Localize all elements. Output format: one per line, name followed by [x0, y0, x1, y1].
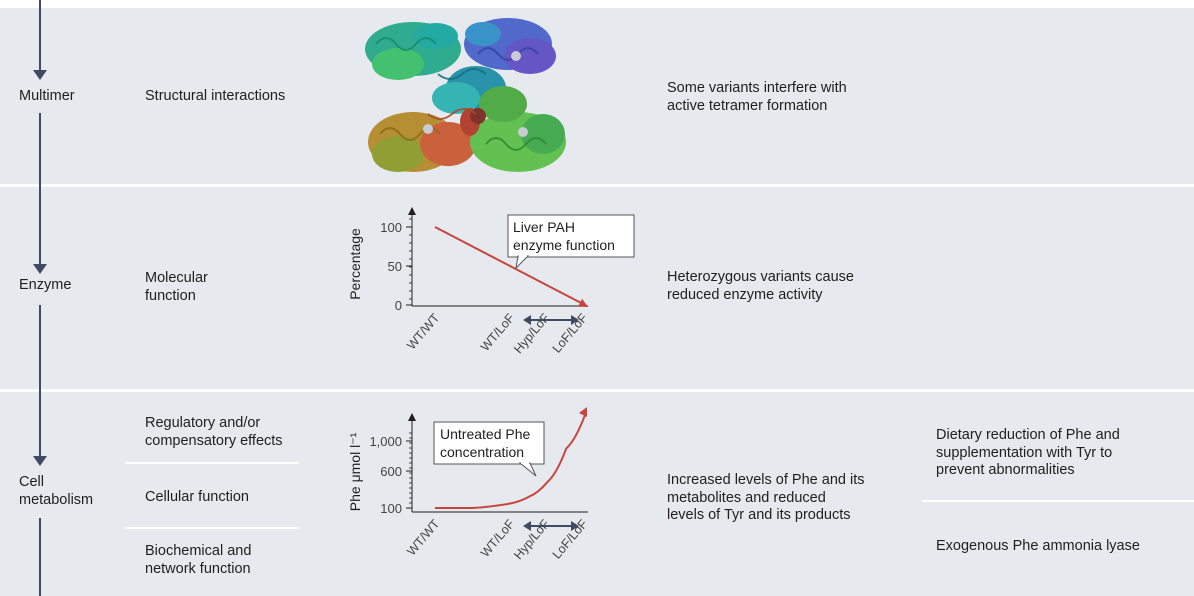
category-regulatory-compensatory: Regulatory and/or compensatory effects: [145, 415, 283, 449]
multimer-row: [0, 8, 1194, 184]
enzyme-description: Heterozygous variants cause reduced enzy…: [667, 269, 854, 303]
flow-line-bottom: [39, 518, 41, 596]
callout-line-1: Liver PAH: [513, 219, 575, 235]
callout-line-2: enzyme function: [513, 237, 615, 253]
y-axis-arrowhead-icon: [408, 207, 416, 215]
x-tick-label: LoF/LoF: [550, 311, 591, 356]
level-label-cell-metabolism: Cell metabolism: [19, 474, 94, 508]
series-arrowhead-icon: [578, 406, 587, 418]
y-tick-label: 100: [380, 220, 402, 235]
treatment-dietary: Dietary reduction of Phe and supplementa…: [936, 427, 1120, 478]
level-label-enzyme: Enzyme: [19, 277, 72, 293]
y-axis-label: Phe μmol l⁻¹: [347, 432, 363, 511]
y-tick-label: 600: [380, 464, 402, 479]
y-tick-label: 50: [388, 259, 402, 274]
callout-line-2: concentration: [440, 444, 524, 460]
range-arrow-left-icon: [523, 315, 531, 325]
range-arrow-right-icon: [571, 521, 579, 531]
y-tick-label: 1,000: [369, 434, 402, 449]
treatment-divider: [922, 500, 1194, 502]
y-tick-label: 100: [380, 501, 402, 516]
range-arrow-left-icon: [523, 521, 531, 531]
callout-line-1: Untreated Phe: [440, 426, 530, 442]
flow-arrowhead-icon: [33, 70, 47, 80]
callout-untreated-phe: Untreated Phe concentration: [433, 421, 545, 477]
flow-line-lower: [39, 305, 41, 458]
flow-line-middle: [39, 113, 41, 266]
category-molecular-function: Molecular function: [145, 270, 208, 304]
callout-liver-pah: Liver PAH enzyme function: [507, 214, 635, 270]
cell-metabolism-row: [0, 392, 1194, 596]
x-tick-label: Hyp/LoF: [511, 311, 552, 356]
range-arrow-right-icon: [571, 315, 579, 325]
category-structural-interactions: Structural interactions: [145, 88, 286, 104]
treatment-phe-ammonia-lyase: Exogenous Phe ammonia lyase: [936, 538, 1140, 554]
category-divider: [125, 462, 299, 464]
pah-tetramer-structure-image: [365, 18, 566, 172]
x-tick-label: WT/WT: [404, 311, 442, 353]
flow-line-top: [39, 0, 41, 73]
enzyme-function-chart: 100 50 0 Percentage WT/WT WT/LoF Hyp/LoF…: [347, 207, 635, 356]
y-axis-label: Percentage: [347, 228, 363, 300]
category-cellular-function: Cellular function: [145, 489, 249, 505]
flow-arrowhead-icon: [33, 456, 47, 466]
flow-arrowhead-icon: [33, 264, 47, 274]
phe-concentration-chart: 1,000 600 100 Phe μmol l⁻¹ WT/WT WT/LoF …: [347, 406, 591, 562]
y-minor-ticks: [409, 432, 412, 509]
y-tick-label: 0: [395, 298, 402, 313]
series-arrowhead-icon: [577, 298, 588, 307]
cell-description: Increased levels of Phe and its metaboli…: [667, 472, 865, 523]
x-tick-label: WT/WT: [404, 517, 442, 559]
x-tick-label: Hyp/LoF: [511, 517, 552, 562]
y-axis-arrowhead-icon: [408, 413, 416, 421]
category-biochemical-network: Biochemical and network function: [145, 543, 252, 577]
level-label-multimer: Multimer: [19, 88, 75, 104]
series-line-enzyme-function: [434, 226, 586, 306]
series-line-phe-concentration: [435, 414, 586, 509]
multimer-description: Some variants interfere with active tetr…: [667, 80, 847, 114]
x-tick-label: LoF/LoF: [550, 517, 591, 562]
category-divider: [125, 527, 299, 529]
